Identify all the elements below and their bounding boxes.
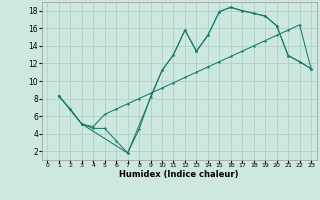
X-axis label: Humidex (Indice chaleur): Humidex (Indice chaleur) [119, 170, 239, 179]
